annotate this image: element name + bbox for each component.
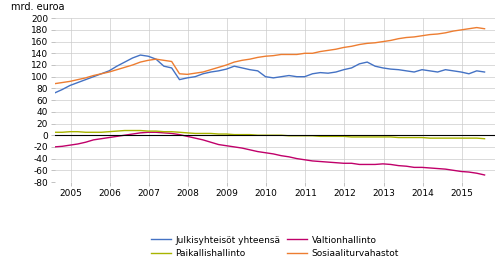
Valtionhallinto [302, 158, 308, 161]
Paikallishallinto [216, 133, 222, 136]
Julkisyhteisöt yhteensä [341, 68, 347, 71]
Line: Valtionhallinto: Valtionhallinto [54, 132, 484, 175]
Paikallishallinto [325, 135, 331, 138]
Sosiaaliturvahastot [318, 50, 324, 53]
Paikallishallinto [482, 137, 488, 140]
Valtionhallinto [341, 162, 347, 165]
Paikallishallinto [52, 131, 58, 134]
Line: Julkisyhteisöt yhteensä: Julkisyhteisöt yhteensä [54, 55, 484, 93]
Line: Sosiaaliturvahastot: Sosiaaliturvahastot [54, 28, 484, 84]
Julkisyhteisöt yhteensä [216, 69, 222, 73]
Julkisyhteisöt yhteensä [59, 88, 65, 91]
Paikallishallinto [122, 129, 128, 132]
Legend: Julkisyhteisöt yhteensä, Paikallishallinto, Valtionhallinto, Sosiaaliturvahastot: Julkisyhteisöt yhteensä, Paikallishallin… [151, 236, 399, 258]
Valtionhallinto [145, 131, 151, 134]
Paikallishallinto [388, 135, 394, 139]
Sosiaaliturvahastot [52, 82, 58, 85]
Valtionhallinto [388, 163, 394, 166]
Sosiaaliturvahastot [294, 53, 300, 56]
Valtionhallinto [52, 145, 58, 148]
Text: mrd. euroa: mrd. euroa [11, 2, 64, 12]
Paikallishallinto [302, 134, 308, 137]
Julkisyhteisöt yhteensä [388, 68, 394, 71]
Paikallishallinto [59, 131, 65, 134]
Sosiaaliturvahastot [333, 48, 339, 51]
Julkisyhteisöt yhteensä [138, 54, 143, 57]
Valtionhallinto [216, 143, 222, 146]
Sosiaaliturvahastot [482, 27, 488, 30]
Julkisyhteisöt yhteensä [52, 92, 58, 95]
Paikallishallinto [341, 135, 347, 138]
Sosiaaliturvahastot [380, 40, 386, 43]
Valtionhallinto [482, 173, 488, 177]
Julkisyhteisöt yhteensä [302, 75, 308, 78]
Line: Paikallishallinto: Paikallishallinto [54, 131, 484, 139]
Julkisyhteisöt yhteensä [325, 72, 331, 75]
Sosiaaliturvahastot [208, 68, 214, 71]
Valtionhallinto [325, 161, 331, 164]
Valtionhallinto [59, 145, 65, 148]
Julkisyhteisöt yhteensä [482, 70, 488, 74]
Sosiaaliturvahastot [59, 81, 65, 84]
Sosiaaliturvahastot [474, 26, 480, 29]
